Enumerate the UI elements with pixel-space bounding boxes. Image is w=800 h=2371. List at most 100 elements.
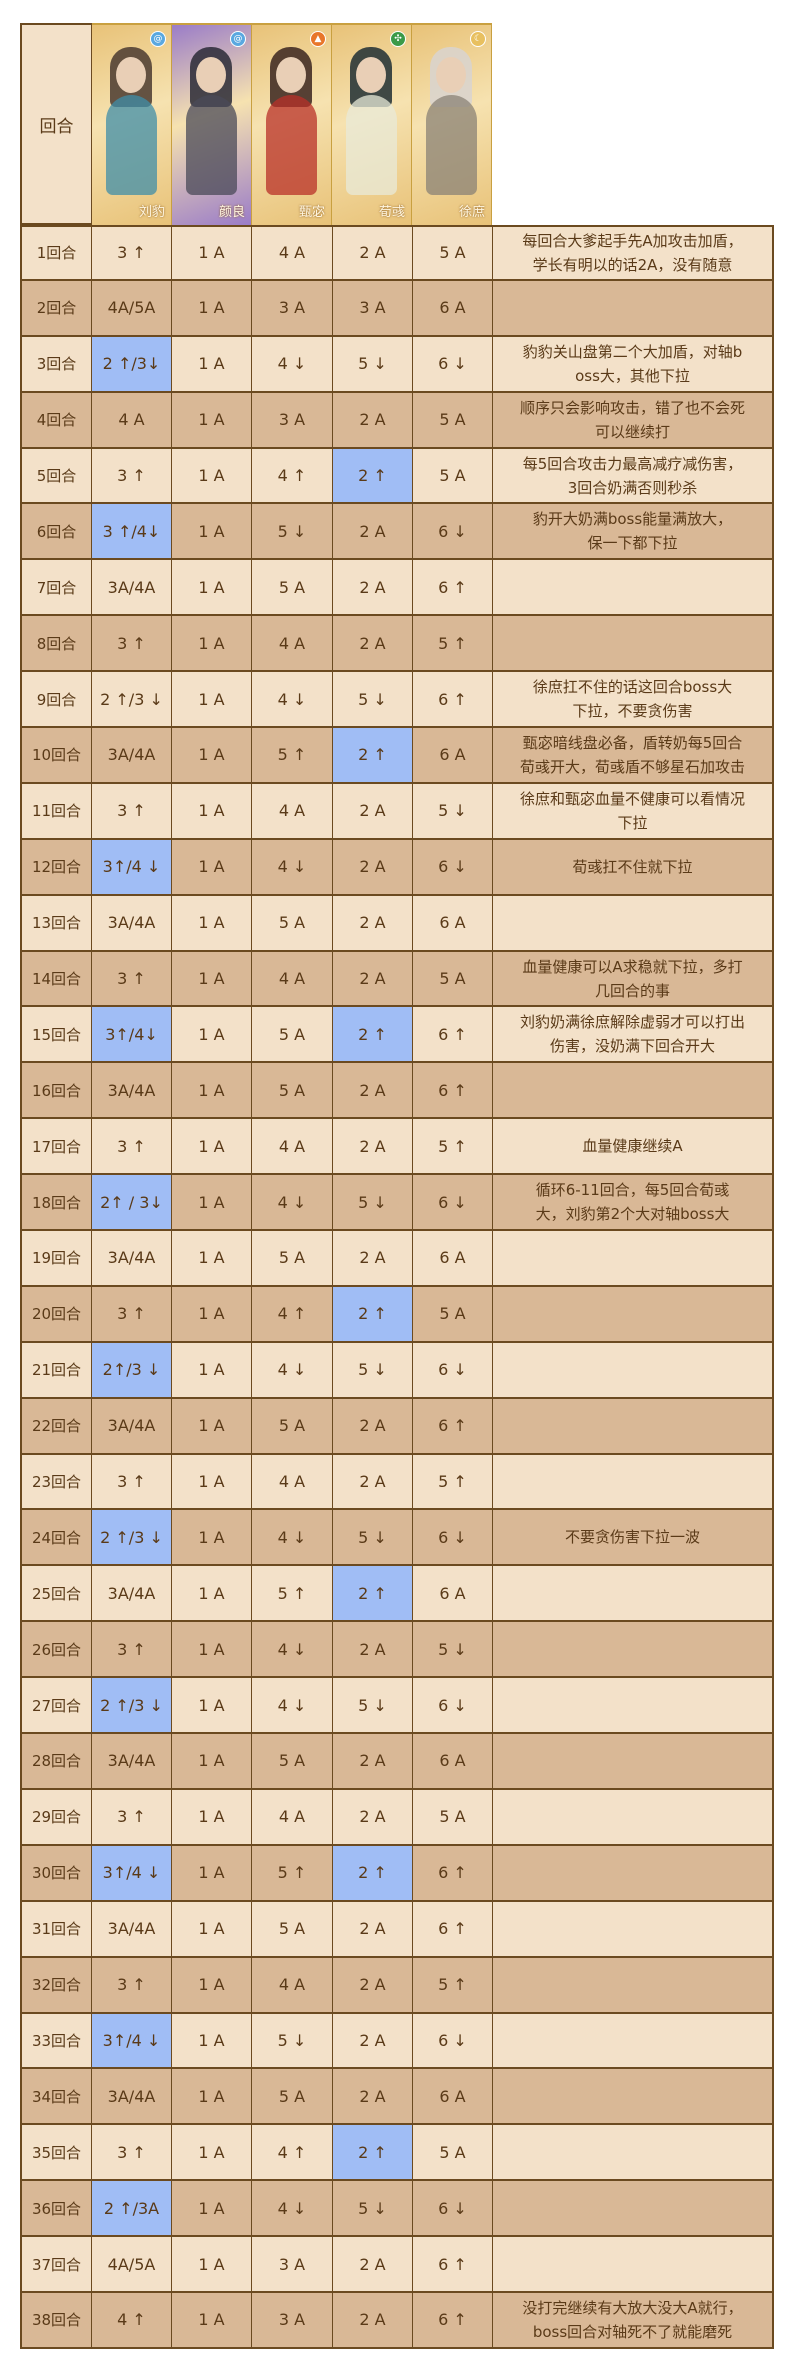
action-cell: 5 ↑ (413, 1957, 493, 2014)
action-cell: 2 A (333, 1119, 413, 1176)
action-cell: 6 ↓ (413, 1342, 493, 1399)
action-cell: 1 A (172, 2181, 252, 2238)
round-label: 3回合 (20, 336, 92, 393)
action-cell: 5 ↑ (252, 728, 333, 784)
action-cell: 2 A (333, 1957, 413, 2014)
action-cell: 2 ↑/3↓ (92, 336, 172, 393)
action-cell: 6 ↑ (413, 2237, 493, 2293)
note-cell (493, 280, 774, 337)
action-cell: 5 ↓ (252, 2013, 333, 2070)
action-cell: 2 A (333, 560, 413, 617)
action-cell: 2 A (333, 1789, 413, 1846)
action-cell: 4 ↑ (252, 448, 333, 505)
action-cell: 6 A (413, 1231, 493, 1287)
action-cell: 3 ↑ (92, 783, 172, 840)
action-cell: 3 ↑ (92, 1286, 172, 1343)
round-label: 16回合 (20, 1063, 92, 1120)
round-label: 38回合 (20, 2292, 92, 2349)
note-cell (493, 1678, 774, 1735)
action-cell: 6 A (413, 728, 493, 784)
action-cell: 4 ↓ (252, 1678, 333, 1735)
action-cell: 5 ↑ (413, 1119, 493, 1176)
action-cell: 3↑/4 ↓ (92, 2013, 172, 2070)
portrait-figure (266, 95, 317, 195)
character-portraits: @ 刘豹 @ 颜良 ▲ 甄宓 ✣ 荀彧 ☾ 徐庶 (92, 23, 492, 225)
character-portrait: ✣ 荀彧 (332, 23, 412, 225)
action-cell: 5 A (252, 895, 333, 952)
round-label: 18回合 (20, 1175, 92, 1232)
note-cell (493, 560, 774, 617)
round-label: 29回合 (20, 1789, 92, 1846)
action-cell: 1 A (172, 1398, 252, 1455)
character-name: 甄宓 (298, 205, 325, 220)
action-cell: 4 ↓ (252, 1175, 333, 1232)
action-cell: 2 A (333, 2292, 413, 2349)
action-cell: 6 ↑ (413, 2292, 493, 2349)
note-cell: 循环6-11回合，每5回合荀彧 大，刘豹第2个大对轴boss大 (493, 1175, 774, 1232)
note-cell (493, 1957, 774, 2014)
action-cell: 5 ↓ (333, 2181, 413, 2238)
action-cell: 1 A (172, 280, 252, 337)
note-cell: 徐庶和甄宓血量不健康可以看情况 下拉 (493, 783, 774, 840)
note-cell (493, 2013, 774, 2070)
action-cell: 3↑/4 ↓ (92, 1845, 172, 1902)
portrait-figure (186, 95, 237, 195)
note-cell: 豹开大奶满boss能量满放大， 保一下都下拉 (493, 504, 774, 561)
action-cell: 2 A (333, 392, 413, 449)
action-cell: 3 A (252, 392, 333, 449)
action-cell: 1 A (172, 1175, 252, 1232)
round-label: 27回合 (20, 1678, 92, 1735)
water-swirl-icon: @ (230, 31, 246, 47)
action-cell: 5 ↓ (333, 1510, 413, 1567)
table-header: 回合 @ 刘豹 @ 颜良 ▲ 甄宓 ✣ 荀彧 ☾ 徐庶 (20, 23, 774, 225)
action-cell: 4 A (92, 392, 172, 449)
action-cell: 1 A (172, 2125, 252, 2182)
action-cell: 4 A (252, 951, 333, 1008)
action-cell: 2 ↑ (333, 1845, 413, 1902)
action-cell: 4 ↓ (252, 2181, 333, 2238)
portrait-face (356, 57, 386, 93)
action-cell: 1 A (172, 1342, 252, 1399)
action-cell: 5 ↓ (413, 1622, 493, 1679)
action-cell: 1 A (172, 1957, 252, 2014)
action-cell: 6 ↓ (413, 1175, 493, 1232)
action-cell: 6 ↓ (413, 1678, 493, 1735)
action-cell: 3 A (252, 2237, 333, 2293)
action-cell: 4 ↓ (252, 1622, 333, 1679)
action-cell: 5 ↑ (413, 1454, 493, 1511)
action-cell: 5 A (252, 1063, 333, 1120)
note-cell (493, 1622, 774, 1679)
note-cell: 血量健康可以A求稳就下拉，多打 几回合的事 (493, 951, 774, 1008)
action-cell: 2 ↑ (333, 728, 413, 784)
action-cell: 1 A (172, 448, 252, 505)
action-cell: 2 A (333, 951, 413, 1008)
action-cell: 2↑/3 ↓ (92, 1342, 172, 1399)
action-cell: 1 A (172, 1007, 252, 1064)
action-cell: 1 A (172, 1734, 252, 1790)
action-cell: 6 ↑ (413, 1007, 493, 1064)
round-label: 32回合 (20, 1957, 92, 2014)
note-cell (493, 2181, 774, 2238)
action-cell: 6 ↓ (413, 1510, 493, 1567)
action-cell: 5 ↑ (252, 1845, 333, 1902)
action-cell: 6 ↑ (413, 560, 493, 617)
round-label: 25回合 (20, 1566, 92, 1623)
action-cell: 1 A (172, 2013, 252, 2070)
action-cell: 1 A (172, 1231, 252, 1287)
note-cell (493, 1063, 774, 1120)
action-cell: 5 A (413, 2125, 493, 2182)
action-cell: 3A/4A (92, 1734, 172, 1790)
action-cell: 6 ↓ (413, 336, 493, 393)
action-cell: 3A/4A (92, 1398, 172, 1455)
action-cell: 3A/4A (92, 895, 172, 952)
round-label: 37回合 (20, 2237, 92, 2293)
action-cell: 1 A (172, 504, 252, 561)
round-label: 8回合 (20, 616, 92, 673)
